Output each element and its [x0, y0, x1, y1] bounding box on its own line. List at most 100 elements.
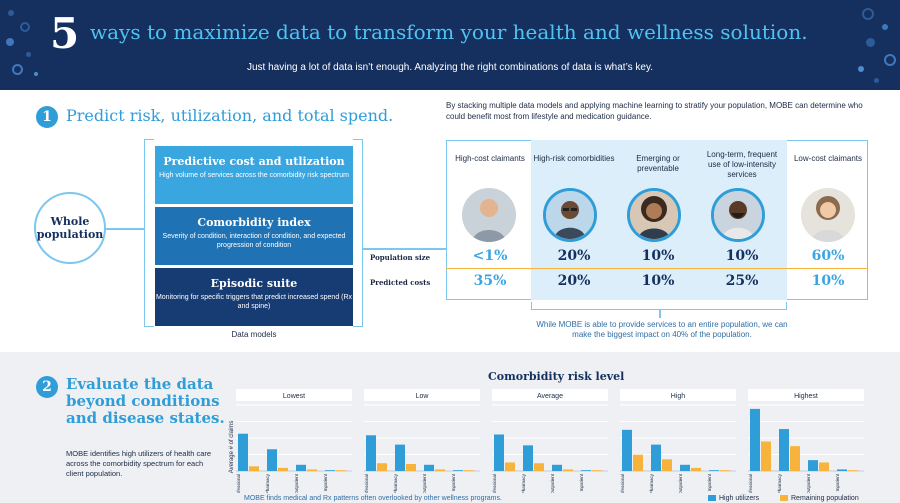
- bar-high-utilizers: [296, 464, 306, 471]
- bar-high-utilizers: [523, 445, 533, 471]
- model-desc: Monitoring for specific triggers that pr…: [155, 294, 353, 310]
- section-2-description: MOBE identifies high utilizers of health…: [66, 449, 212, 478]
- legend-remaining-population: Remaining population: [780, 495, 859, 502]
- category-tick-label: Outpatient: [294, 473, 299, 493]
- left-bracket: [144, 139, 154, 327]
- row-label-costs: Predicted costs: [370, 278, 431, 287]
- category-tick-label: Inpatient: [579, 473, 584, 491]
- panel-header: [364, 389, 480, 401]
- header-title: ways to maximize data to transform your …: [90, 20, 808, 44]
- bar-remaining-population: [633, 454, 643, 471]
- segment-label: High-risk comorbidities: [533, 154, 615, 163]
- model-comorbidity-index: Comorbidity index Severity of condition,…: [155, 207, 353, 265]
- bar-remaining-population: [377, 463, 387, 471]
- bar-remaining-population: [563, 469, 573, 471]
- bar-high-utilizers: [325, 470, 335, 471]
- category-tick-label: Pharmacy: [777, 473, 782, 493]
- segment-population: 10%: [725, 248, 759, 264]
- section-1-description: By stacking multiple data models and app…: [446, 101, 863, 121]
- right-bracket: [353, 139, 363, 327]
- y-axis-label: Average # of claims: [229, 420, 235, 474]
- panel-header: [492, 389, 608, 401]
- bar-high-utilizers: [808, 460, 818, 471]
- legend-high-utilizers: High utilizers: [708, 495, 759, 502]
- category-tick-label: Outpatient: [678, 473, 683, 493]
- data-models-label: Data models: [231, 330, 277, 339]
- comorbidity-chart: Lowest Professional Pharmacy Outpatient Inpa…: [236, 389, 864, 493]
- bottom-bracket: [531, 302, 787, 310]
- bar-high-utilizers: [494, 434, 504, 471]
- bar-remaining-population: [505, 462, 515, 471]
- panel-header: [620, 389, 736, 401]
- category-tick-label: Pharmacy: [265, 473, 270, 493]
- bar-remaining-population: [307, 469, 317, 471]
- model-title: Predictive cost and utlization: [163, 155, 345, 168]
- category-tick-label: Inpatient: [323, 473, 328, 491]
- category-tick-label: Pharmacy: [393, 473, 398, 493]
- bar-high-utilizers: [552, 464, 562, 471]
- bar-remaining-population: [691, 467, 701, 471]
- bar-remaining-population: [534, 463, 544, 471]
- model-title: Comorbidity index: [197, 216, 311, 229]
- bar-remaining-population: [336, 470, 346, 471]
- legend-swatch: [780, 495, 788, 502]
- section-2-title: Evaluate the data beyond conditions and …: [66, 375, 225, 427]
- category-tick-label: Outpatient: [550, 473, 555, 493]
- bar-high-utilizers: [238, 433, 248, 471]
- header-subtitle: Just having a lot of data isn’t enough. …: [247, 62, 653, 73]
- bar-high-utilizers: [581, 470, 591, 471]
- category-tick-label: Pharmacy: [649, 473, 654, 493]
- panel-header: [748, 389, 864, 401]
- model-desc: Severity of condition, interaction of co…: [162, 233, 346, 249]
- category-tick-label: Pharmacy: [521, 473, 526, 493]
- category-tick-label: Inpatient: [835, 473, 840, 491]
- model-desc: High volume of services across the comor…: [159, 172, 349, 179]
- panel-title: Lowest: [283, 393, 305, 400]
- bar-high-utilizers: [622, 429, 632, 471]
- bar-remaining-population: [464, 470, 474, 471]
- segment-population: <1%: [472, 248, 508, 264]
- section-predict-risk: 1 Predict risk, utilization, and total s…: [0, 90, 900, 352]
- model-predictive-cost: Predictive cost and utlization High volu…: [155, 146, 353, 204]
- category-tick-label: Professional: [236, 474, 241, 493]
- chart-footnote: MOBE finds medical and Rx patterns often…: [244, 495, 502, 502]
- segment-costs: 25%: [725, 273, 759, 289]
- segment-costs: 35%: [473, 273, 507, 289]
- bar-high-utilizers: [453, 470, 463, 471]
- bar-remaining-population: [761, 441, 771, 471]
- connector-line: [363, 248, 446, 250]
- header-banner: 5 ways to maximize data to transform you…: [0, 0, 900, 90]
- bar-remaining-population: [819, 462, 829, 471]
- category-tick-label: Professional: [620, 474, 625, 493]
- bar-remaining-population: [592, 470, 602, 471]
- panel-header: [236, 389, 352, 401]
- section-2-number: 2: [36, 376, 58, 398]
- bar-high-utilizers: [750, 408, 760, 471]
- bar-remaining-population: [848, 470, 858, 471]
- legend-label: High utilizers: [719, 495, 760, 502]
- category-tick-label: Professional: [748, 474, 753, 493]
- person-running-icon: [462, 188, 516, 242]
- legend-swatch: [708, 495, 716, 502]
- header-number: 5: [50, 9, 80, 58]
- model-title: Episodic suite: [210, 277, 298, 290]
- chart-title: Comorbidity risk level: [488, 370, 625, 383]
- category-tick-label: Inpatient: [451, 473, 456, 491]
- person-beard-icon: [711, 188, 765, 242]
- bar-remaining-population: [249, 466, 259, 471]
- model-episodic-suite: Episodic suite Monitoring for specific t…: [155, 268, 353, 326]
- category-tick-label: Outpatient: [422, 473, 427, 493]
- bar-high-utilizers: [651, 444, 661, 471]
- segment-label: Low-cost claimants: [793, 154, 863, 163]
- person-smiling-icon: [801, 188, 855, 242]
- whole-population-circle: Whole population: [34, 192, 106, 264]
- bar-remaining-population: [406, 464, 416, 471]
- segment-costs: 10%: [641, 273, 675, 289]
- legend-label: Remaining population: [791, 495, 859, 502]
- bar-high-utilizers: [424, 464, 434, 471]
- row-divider: [446, 268, 868, 269]
- bar-high-utilizers: [779, 429, 789, 471]
- segment-label: Long-term, frequent use of low-intensity…: [706, 150, 778, 179]
- panel-title: Average: [537, 393, 563, 400]
- connector-line: [659, 310, 661, 318]
